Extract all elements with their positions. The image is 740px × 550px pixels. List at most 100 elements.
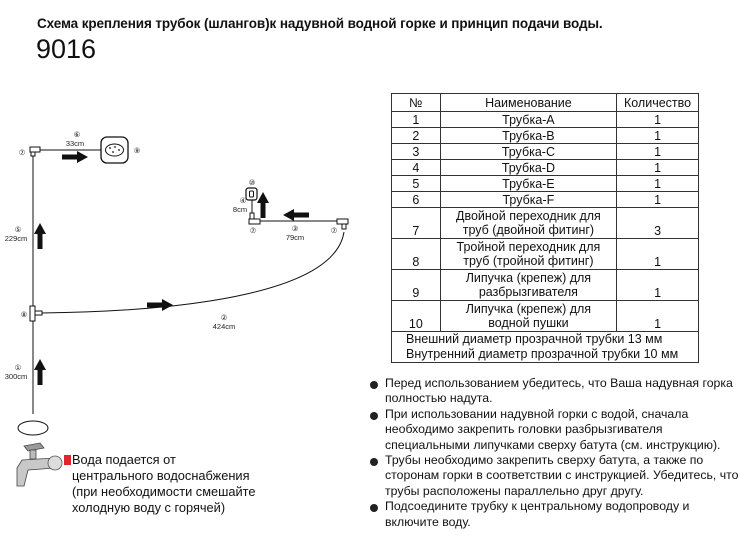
flow-arrow-right-icon xyxy=(62,151,88,163)
cell-no: 1 xyxy=(391,111,441,128)
inner-diameter: Внутренний диаметр прозрачной трубки 10 … xyxy=(406,347,679,361)
instruction-item: Трубы необходимо закрепить сверху батута… xyxy=(370,453,740,499)
table-row: 2 Трубка-B 1 xyxy=(391,127,699,144)
cell-name: Трубка-A xyxy=(439,111,618,128)
header-qty: Количество xyxy=(616,93,699,112)
label-num-2: ② xyxy=(221,313,228,322)
double-fitting-icon xyxy=(248,212,261,225)
cell-qty: 1 xyxy=(616,143,699,160)
table-header: № Наименование Количество xyxy=(391,93,699,112)
cell-name: Трубка-E xyxy=(439,175,618,192)
cell-qty: 1 xyxy=(616,111,699,128)
cell-qty: 1 xyxy=(616,191,699,208)
cell-no: 4 xyxy=(391,159,441,176)
cell-name: Двойной переходник для труб (двойной фити… xyxy=(439,207,618,239)
flow-arrow-left-icon xyxy=(283,209,309,221)
supply-line: (при необходимости смешайте xyxy=(72,484,256,499)
triple-fitting-icon xyxy=(29,305,43,322)
table-row: 5 Трубка-E 1 xyxy=(391,175,699,192)
label-num-4: ④ xyxy=(240,196,247,205)
cell-qty: 1 xyxy=(616,300,699,332)
table-row: 9 Липучка (крепеж) для разбрызгивателя 1 xyxy=(391,269,699,301)
label-num-1: ① xyxy=(15,363,22,372)
instruction-item: При использовании надувной горки с водой… xyxy=(370,407,740,453)
cell-qty: 1 xyxy=(616,127,699,144)
cell-no: 5 xyxy=(391,175,441,192)
table-row: 6 Трубка-F 1 xyxy=(391,191,699,208)
flow-arrow-up-icon xyxy=(34,223,46,249)
supply-line: холодную воду с горячей) xyxy=(72,500,226,515)
label-num-9: ⑨ xyxy=(134,146,141,155)
cell-no: 8 xyxy=(391,238,441,270)
label-num-3: ③ xyxy=(292,224,299,233)
cell-no: 10 xyxy=(391,300,441,332)
cell-no: 3 xyxy=(391,143,441,160)
water-supply-note: Вода подается от центрального водоснабже… xyxy=(64,452,264,516)
cell-name: Трубка-C xyxy=(439,143,618,160)
sprinkler-icon xyxy=(100,136,129,164)
cell-qty: 1 xyxy=(616,269,699,301)
label-num-8: ⑧ xyxy=(21,310,28,319)
label-num-10: ⑩ xyxy=(249,178,256,187)
water-tap-icon xyxy=(16,442,63,487)
cell-no: 9 xyxy=(391,269,441,301)
flow-arrow-up-icon xyxy=(257,192,269,218)
cell-name: Трубка-B xyxy=(439,127,618,144)
cell-name: Липучка (крепеж) для разбрызгивателя xyxy=(439,269,618,301)
label-len-5: 229cm xyxy=(5,234,28,243)
cell-qty: 1 xyxy=(616,175,699,192)
table-row: 8 Тройной переходник для труб (тройной фит… xyxy=(391,238,699,270)
cell-qty: 1 xyxy=(616,238,699,270)
label-len-2: 424cm xyxy=(213,322,236,331)
table-footer: Внешний диаметр прозрачной трубки 13 мм В… xyxy=(391,331,699,363)
instruction-item: Перед использованием убедитесь, что Ваша… xyxy=(370,376,740,407)
table-row: 10 Липучка (крепеж) для водной пушки 1 xyxy=(391,300,699,332)
cell-no: 2 xyxy=(391,127,441,144)
flow-arrow-up-icon xyxy=(34,359,46,385)
label-len-3: 79cm xyxy=(286,233,304,242)
instructions-list: Перед использованием убедитесь, что Ваша… xyxy=(370,376,740,530)
cell-name: Тройной переходник для труб (тройной фити… xyxy=(439,238,618,270)
double-fitting-icon xyxy=(336,218,349,230)
table-row: 7 Двойной переходник для труб (двойной фит… xyxy=(391,207,699,239)
cell-no: 6 xyxy=(391,191,441,208)
model-number: 9016 xyxy=(36,34,97,64)
cell-qty: 3 xyxy=(616,207,699,239)
cell-no: 7 xyxy=(391,207,441,239)
red-marker-icon xyxy=(64,455,71,465)
label-len-4: 8cm xyxy=(233,205,247,214)
table-row: 1 Трубка-A 1 xyxy=(391,111,699,128)
header-name: Наименование xyxy=(439,93,618,112)
cell-name-line: Липучка (крепеж) для xyxy=(465,302,592,316)
instruction-item: Подсоедините трубку к центральному водоп… xyxy=(370,499,740,530)
cell-name: Липучка (крепеж) для водной пушки xyxy=(439,300,618,332)
label-num-7: ⑦ xyxy=(250,226,257,235)
label-len-1: 300cm xyxy=(5,372,28,381)
supply-line: Вода подается от xyxy=(72,452,176,467)
flow-arrow-right-icon xyxy=(147,299,173,311)
table-row: 4 Трубка-D 1 xyxy=(391,159,699,176)
cell-name: Трубка-D xyxy=(439,159,618,176)
water-cannon-icon xyxy=(245,187,258,201)
label-num-5: ⑤ xyxy=(15,225,22,234)
label-len-6: 33cm xyxy=(66,139,84,148)
cell-name-line: труб (двойной фитинг) xyxy=(462,223,595,237)
label-num-7: ⑦ xyxy=(19,148,26,157)
cell-name-line: труб (тройной фитинг) xyxy=(463,254,594,268)
parts-table: № Наименование Количество 1 Трубка-A 1 2 Тр… xyxy=(391,93,699,363)
document-title: Схема крепления трубок (шлангов)к надувн… xyxy=(37,16,603,31)
outer-diameter: Внешний диаметр прозрачной трубки 13 мм xyxy=(406,332,663,346)
water-inlet-icon xyxy=(17,420,49,436)
label-num-6: ⑥ xyxy=(74,130,81,139)
supply-line: центрального водоснабжения xyxy=(72,468,250,483)
footer-cell: Внешний диаметр прозрачной трубки 13 мм В… xyxy=(391,331,699,363)
cell-qty: 1 xyxy=(616,159,699,176)
table-row: 3 Трубка-C 1 xyxy=(391,143,699,160)
cell-name-line: Двойной переходник для xyxy=(455,209,601,223)
cell-name-line: водной пушки xyxy=(488,316,569,330)
hose-connection-diagram: ⑥ 33cm ⑦ ⑨ ⑩ ④ 8cm ⑦ ③ 79cm ⑦ ⑤ 229cm ⑧ … xyxy=(5,130,349,487)
label-num-7: ⑦ xyxy=(331,226,338,235)
cell-name: Трубка-F xyxy=(439,191,618,208)
hose-2 xyxy=(41,231,345,314)
double-fitting-icon xyxy=(29,146,41,157)
